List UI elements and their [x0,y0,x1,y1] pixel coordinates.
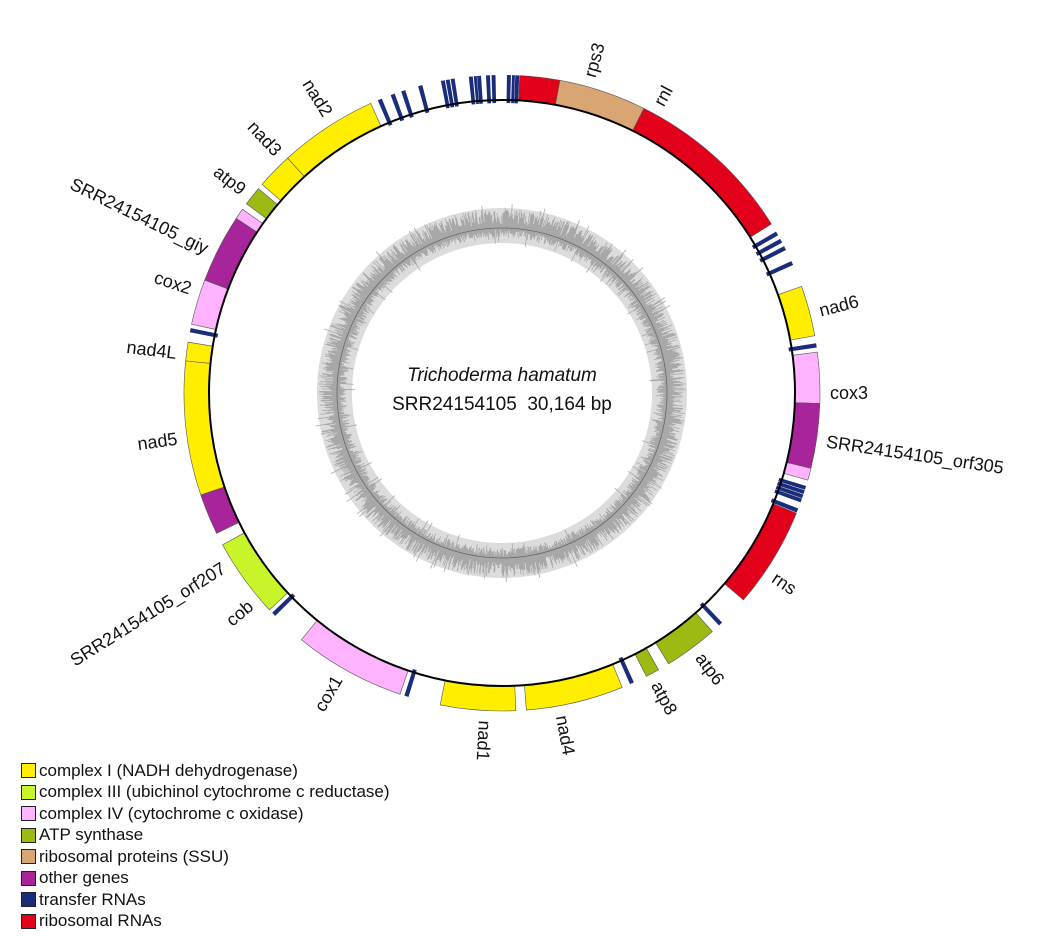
trna-feature [477,75,483,104]
trna-feature [699,602,723,626]
trna-feature [440,80,450,109]
legend-label: other genes [39,868,129,888]
legend-swatch [21,806,36,822]
gene-cob [222,532,289,611]
gene-SRR24154105_giy [204,218,258,290]
legend-label: ribosomal proteins (SSU) [39,846,229,866]
trna-feature [377,98,393,127]
gene-label: rps3 [580,41,609,80]
legend: complex I (NADH dehydrogenase) complex II… [21,760,390,932]
trna-feature [776,481,805,495]
trna-feature [404,668,417,697]
trna-feature [770,498,799,513]
gene-rnl [632,107,772,238]
trna-feature [485,75,492,104]
trna-feature [189,328,219,338]
gene-label: nad4 [552,714,579,757]
gene-nad4 [524,663,623,711]
gene-label: nad1 [473,720,495,761]
gene-features [183,75,821,712]
gene-label: SRR24154105_giy [67,174,212,259]
legend-swatch [21,913,36,929]
trna-feature [751,231,779,250]
legend-swatch [21,827,36,843]
legend-item-rrna: ribosomal RNAs [21,911,390,933]
gene-cox3 [792,351,821,404]
trna-feature [390,93,405,122]
gene-label: atp9 [210,162,250,199]
trna-feature [468,76,476,105]
legend-swatch [21,892,36,908]
trna-feature [778,477,807,490]
gene-cox1 [300,619,409,695]
gene-label: nad4L [126,337,178,363]
gene-nad5 [183,360,225,496]
genome-subtitle: SRR24154105 30,164 bp [392,394,612,415]
legend-label: complex IV (cytochrome c oxidase) [39,803,304,823]
trna-feature [774,489,802,503]
gene-label: cox1 [310,672,346,715]
gene-label: SRR24154105_orf207 [67,558,230,671]
legend-label: ribosomal RNAs [39,911,162,931]
legend-label: complex I (NADH dehydrogenase) [39,760,298,780]
legend-item-complex3: complex III (ubichinol cytochrome c redu… [21,782,390,804]
genome-backbone-circle [208,99,796,687]
trna-feature [765,261,794,277]
gene-label: rnl [650,82,677,109]
gene-label: cob [222,596,257,630]
legend-item-complex1: complex I (NADH dehydrogenase) [21,760,390,782]
trna-feature [506,75,511,104]
trna-feature [755,238,783,256]
legend-label: ATP synthase [39,825,144,845]
legend-item-atp: ATP synthase [21,825,390,847]
gene-label: atp8 [647,678,681,718]
gene-label: nad3 [244,117,286,160]
legend-swatch [21,784,36,800]
trna-feature [450,78,459,107]
gene-label: nad6 [817,291,861,320]
trna-feature [272,593,296,616]
legend-swatch [21,849,36,865]
legend-label: complex III (ubichinol cytochrome c redu… [39,782,390,802]
trna-feature [618,656,634,685]
trna-feature [445,79,455,108]
legend-item-other: other genes [21,868,390,890]
gene-label: cox2 [152,267,194,298]
gene-label: nad5 [136,429,178,454]
trna-feature [511,75,515,104]
gc-midline [336,227,668,559]
legend-item-ribprot: ribosomal proteins (SSU) [21,846,390,868]
gc-content-bars [315,204,686,583]
legend-item-complex4: complex IV (cytochrome c oxidase) [21,803,390,825]
trna-feature [491,75,497,104]
trna-feature [775,485,804,499]
trna-feature [473,76,479,105]
organism-name: Trichoderma hamatum [407,365,597,386]
gene-rps3 [555,79,645,132]
gene-nad4L [185,341,214,364]
trna-feature [418,85,430,114]
trna-feature [759,246,787,263]
gene-label: rns [768,568,800,599]
legend-item-trna: transfer RNAs [21,889,390,911]
legend-swatch [21,870,36,886]
gene-label: SRR24154105_orf305 [825,432,1005,479]
gene-label: atp6 [691,649,728,689]
gc-content-ring [315,204,687,583]
legend-swatch [21,763,36,779]
trna-feature [401,90,414,118]
gene-nad2 [287,102,382,178]
gene-label: cox3 [830,383,868,403]
trna-feature [514,75,520,104]
trna-feature [788,343,817,352]
gc-ring-band [316,208,687,578]
gene-label: nad2 [298,76,336,121]
legend-label: transfer RNAs [39,889,146,909]
